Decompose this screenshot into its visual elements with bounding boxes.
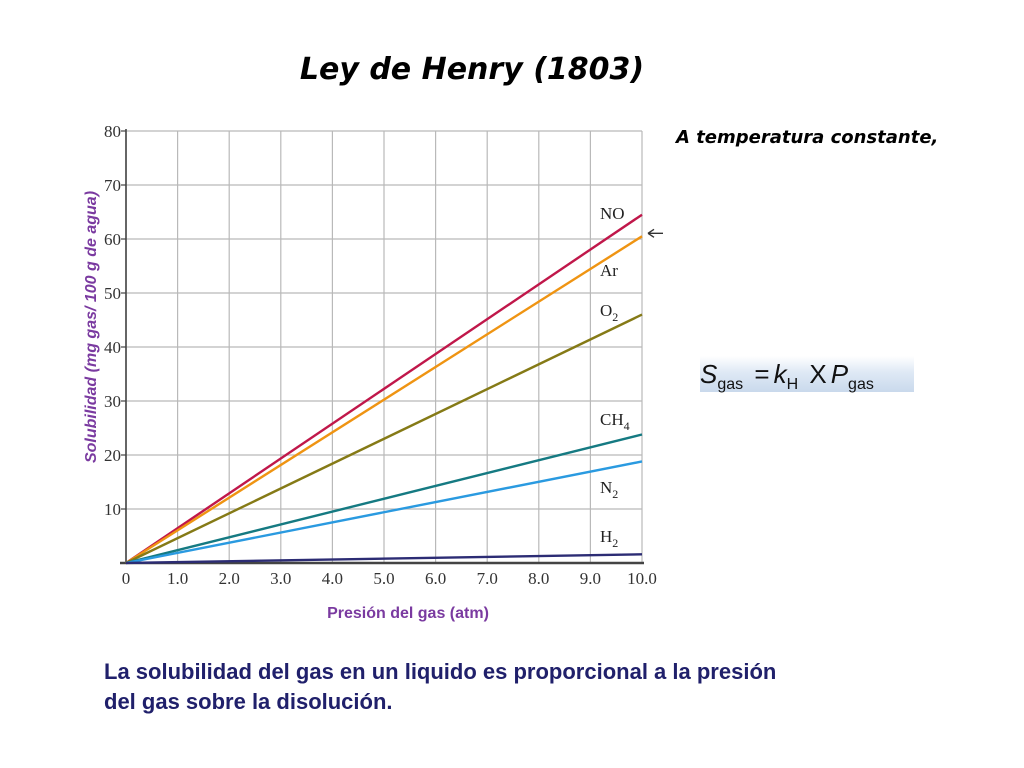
series-line-no	[125, 213, 643, 564]
formula-k-sub: H	[786, 376, 799, 393]
x-tick-label: 10.0	[627, 569, 657, 588]
series-label-ar: Ar	[600, 261, 618, 280]
series-label-o2: O2	[600, 301, 618, 324]
x-tick-label: 7.0	[477, 569, 498, 588]
formula-times: X	[809, 359, 827, 389]
series-line-o2	[125, 313, 643, 565]
caption-line-1: La solubilidad del gas en un liquido es …	[104, 659, 777, 684]
formula-s: S	[700, 359, 718, 389]
formula-s-sub: gas	[717, 376, 744, 393]
y-tick-label: 60	[104, 230, 121, 249]
subtitle-text: A temperatura constante,	[676, 127, 939, 148]
series-line-ar	[125, 235, 643, 565]
series-line-ch4	[125, 433, 643, 565]
series-line-n2	[125, 460, 643, 565]
series-label-ch4: CH4	[600, 410, 630, 433]
formula-k: k	[773, 359, 787, 389]
caption: La solubilidad del gas en un liquido es …	[104, 657, 924, 717]
series-label-h2: H2	[600, 527, 618, 550]
slide-title: Ley de Henry (1803)	[299, 52, 645, 87]
x-tick-label: 1.0	[167, 569, 188, 588]
annotation-arrow	[647, 228, 663, 238]
series-label-n2: N2	[600, 478, 618, 501]
formula-equals: =	[754, 359, 770, 389]
y-tick-label: 40	[104, 338, 121, 357]
x-tick-label: 9.0	[580, 569, 601, 588]
y-tick-label: 20	[104, 446, 121, 465]
caption-line-2: del gas sobre la disolución.	[104, 689, 393, 714]
x-tick-label: 8.0	[528, 569, 549, 588]
x-tick-label: 5.0	[373, 569, 394, 588]
y-tick-label: 50	[104, 284, 121, 303]
x-tick-label: 6.0	[425, 569, 446, 588]
y-tick-label: 80	[104, 122, 121, 141]
henry-formula: Sgas = kH X Pgas	[700, 356, 914, 393]
y-tick-label: 30	[104, 392, 121, 411]
y-tick-label: 70	[104, 176, 121, 195]
formula-p-sub: gas	[848, 376, 874, 393]
series-line-h2	[125, 553, 643, 565]
henry-law-chart: 0 1.0 2.0 3.0 4.0 5.0 6.0 7.0 8.0 9.0 10.0 10 20 30 40…	[83, 122, 663, 622]
formula-p: P	[830, 359, 849, 389]
y-tick-label: 10	[104, 500, 121, 519]
x-tick-label: 2.0	[219, 569, 240, 588]
y-axis-title: Solubilidad (mg gas/ 100 g de agua)	[83, 191, 100, 463]
x-tick-label: 0	[122, 569, 131, 588]
x-tick-label: 3.0	[270, 569, 291, 588]
x-tick-label: 4.0	[322, 569, 343, 588]
series-label-no: NO	[600, 204, 625, 223]
x-axis-title: Presión del gas (atm)	[327, 605, 489, 622]
